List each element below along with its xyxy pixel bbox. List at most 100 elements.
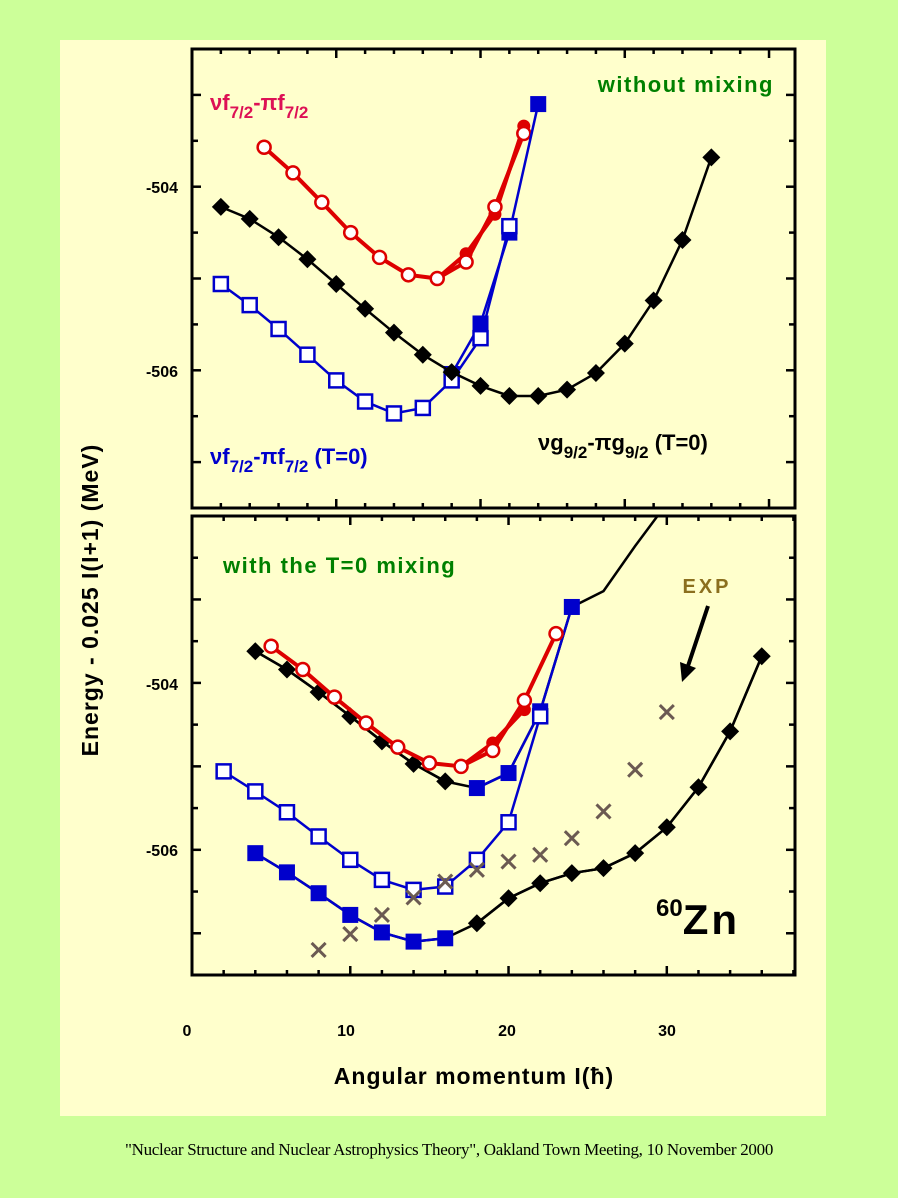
data-point [405,881,422,899]
data-point [501,217,518,235]
legend-blue-tail: (T=0) [308,444,367,469]
series-line [262,132,526,281]
data-point [389,739,406,755]
data-point [516,692,533,709]
series-bottom-9 [310,704,675,959]
exp-label: EXP [682,576,731,598]
legend-red-sub2: 7/2 [285,103,309,122]
legend-blue-main: νf [210,444,230,469]
xtick-label-0: 0 [183,1023,192,1040]
data-point [295,661,311,678]
data-point [472,329,489,347]
data-point [453,758,469,775]
data-point [342,906,359,923]
legend-black-label: νg9/2-πg9/2 (T=0) [538,430,708,462]
data-point [400,267,417,283]
top-ytick-label-506: -506 [146,364,178,381]
data-point [299,346,316,363]
series-bottom-0 [254,516,660,790]
chart: -504 -506 -504 -506 0 10 20 30 Angular m… [77,47,797,1089]
data-point [436,772,455,791]
data-point [442,363,461,382]
data-point [278,864,295,881]
series-line [269,632,558,769]
legend-black-tail: (T=0) [649,430,708,455]
data-point [531,874,550,893]
data-point [342,224,359,241]
data-point [371,249,388,266]
data-point [328,372,345,389]
top-ytick-label-504: -504 [146,180,178,197]
legend-blue-mid: -πf [253,444,285,469]
xtick-label-30: 30 [658,1023,676,1040]
data-point [516,125,532,142]
data-point [500,765,517,782]
data-point [721,722,740,741]
y-axis-title: Energy - 0.025 I(I+1) (MeV) [77,444,103,757]
series-top-2 [443,96,547,382]
data-point [563,598,580,615]
exp-arrow-icon [680,605,710,682]
data-point [548,625,564,642]
data-point [484,742,501,759]
data-point [500,387,519,406]
legend-black-main: νg [538,430,564,455]
data-point [278,804,296,821]
data-point [594,859,613,878]
legend-red-main: νf [210,90,230,115]
nucleus-label: 60Zn [656,895,740,943]
bottom-panel-frame [190,514,797,977]
series-line [435,125,526,281]
legend-red-label: νf7/2-πf7/2 [210,90,308,122]
data-point [563,830,580,847]
data-point [269,228,288,247]
bottom-panel-title: with the T=0 mixing [222,553,456,578]
series-bottom-7 [247,845,454,950]
legend-red-sub1: 7/2 [230,103,254,122]
legend-black-sub1: 9/2 [564,443,588,462]
series-bottom-4 [263,625,564,775]
data-point [530,96,547,113]
data-point [673,230,692,249]
series-line [476,655,763,925]
data-point [500,853,517,870]
legend-black-mid: -πg [587,430,625,455]
data-point [326,689,343,705]
data-point [562,864,581,883]
data-point [241,296,258,314]
xtick-label-10: 10 [337,1023,355,1040]
data-point [468,780,485,797]
data-point [277,660,296,679]
legend-blue-sub2: 7/2 [285,457,309,476]
series-bottom-1 [246,642,455,791]
data-point [595,803,612,820]
data-point [689,778,708,797]
data-point [247,845,264,862]
series-top-4 [211,148,721,406]
data-point [247,783,264,800]
legend-blue-label: νf7/2-πf7/2 (T=0) [210,444,368,476]
data-point [626,844,645,863]
data-point [627,761,644,778]
series-bottom-5 [215,708,549,899]
top-panel-title: without mixing [597,72,774,97]
footer-caption: "Nuclear Structure and Nuclear Astrophys… [124,1140,774,1159]
data-point [314,194,330,211]
data-point [644,291,663,310]
data-point [586,364,605,383]
data-point [414,399,432,417]
data-point [256,139,272,155]
data-point [373,924,390,941]
data-point [270,320,287,338]
data-point [437,930,454,947]
series-line [476,606,574,790]
data-point [467,914,486,933]
data-point [356,393,374,410]
data-point [285,165,301,181]
data-point [752,647,771,666]
data-point [298,250,317,269]
data-point [532,846,549,863]
xtick-label-20: 20 [498,1023,516,1040]
data-point [531,708,549,725]
data-point [373,906,390,923]
